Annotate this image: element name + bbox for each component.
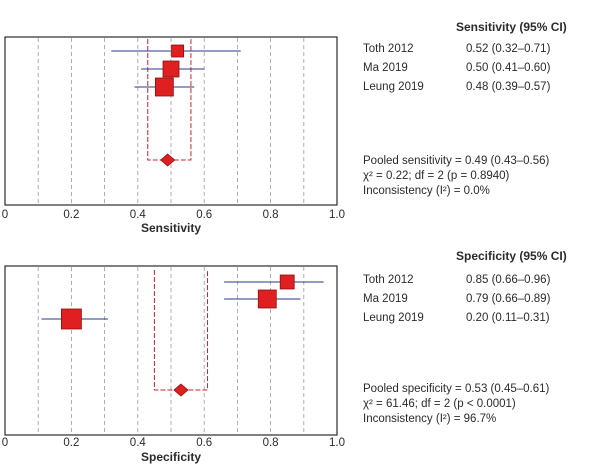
table-row: Toth 2012 0.52 (0.32–0.71)	[363, 43, 593, 61]
sensitivity-study-marker	[154, 77, 174, 97]
pooled-estimate-line: Pooled sensitivity = 0.49 (0.43–0.56)	[363, 155, 550, 167]
sensitivity-study-marker	[171, 44, 185, 58]
sensitivity-pooled-ci-band	[147, 39, 192, 161]
sensitivity-x-tick-label: 0.4	[129, 209, 146, 221]
sensitivity-study-marker	[162, 60, 180, 78]
study-name: Toth 2012	[363, 43, 414, 55]
sensitivity-x-tick-label: 0	[1, 209, 9, 221]
specificity-x-tick-label: 0	[1, 437, 9, 449]
study-name: Ma 2019	[363, 62, 408, 74]
inconsistency-line: Inconsistency (I²) = 96.7%	[363, 413, 497, 425]
specificity-study-marker	[61, 308, 82, 330]
study-name: Ma 2019	[363, 293, 408, 305]
heterogeneity-line: χ² = 61.46; df = 2 (p < 0.0001)	[363, 398, 516, 410]
study-estimate: 0.85 (0.66–0.96)	[466, 274, 551, 286]
specificity-x-tick-label: 1.0	[329, 437, 345, 449]
specificity-x-tick-label: 0.8	[262, 437, 279, 449]
table-row: Ma 2019 0.50 (0.41–0.60)	[363, 62, 593, 80]
table-row: Toth 2012 0.85 (0.66–0.96)	[363, 274, 593, 292]
inconsistency-line: Inconsistency (I²) = 0.0%	[363, 185, 490, 197]
table-row: Leung 2019 0.48 (0.39–0.57)	[363, 81, 593, 99]
study-estimate: 0.79 (0.66–0.89)	[466, 293, 551, 305]
specificity-plot-frame	[4, 265, 338, 436]
sensitivity-pooled-summary: Pooled sensitivity = 0.49 (0.43–0.56) χ²…	[363, 154, 549, 199]
sensitivity-x-axis-label: Sensitivity	[140, 221, 202, 235]
specificity-x-tick-label: 0.6	[196, 437, 213, 449]
sensitivity-column-header: Sensitivity (95% CI)	[456, 20, 567, 34]
study-name: Leung 2019	[363, 81, 424, 93]
study-estimate: 0.50 (0.41–0.60)	[466, 62, 551, 74]
specificity-x-tick-label: 0.4	[129, 437, 146, 449]
specificity-study-marker	[257, 289, 277, 309]
sensitivity-x-tick-label: 1.0	[329, 209, 345, 221]
specificity-pooled-summary: Pooled specificity = 0.53 (0.45–0.61) χ²…	[363, 382, 549, 427]
study-estimate: 0.48 (0.39–0.57)	[466, 81, 551, 93]
specificity-column-header: Specificity (95% CI)	[456, 249, 567, 263]
study-name: Leung 2019	[363, 312, 424, 324]
specificity-x-tick-label: 0.2	[63, 437, 80, 449]
specificity-pooled-ci-band	[153, 270, 209, 391]
sensitivity-x-tick-label: 0.8	[262, 209, 279, 221]
pooled-estimate-line: Pooled specificity = 0.53 (0.45–0.61)	[363, 383, 550, 395]
study-name: Toth 2012	[363, 274, 414, 286]
sensitivity-x-tick-label: 0.6	[196, 209, 213, 221]
specificity-study-marker	[279, 274, 295, 290]
sensitivity-x-tick-label: 0.2	[63, 209, 80, 221]
table-row: Leung 2019 0.20 (0.11–0.31)	[363, 312, 593, 330]
heterogeneity-line: χ² = 0.22; df = 2 (p = 0.8940)	[363, 170, 510, 182]
study-estimate: 0.20 (0.11–0.31)	[466, 312, 550, 324]
specificity-x-axis-label: Specificity	[140, 450, 202, 464]
sensitivity-plot-frame	[4, 36, 338, 206]
study-estimate: 0.52 (0.32–0.71)	[466, 43, 551, 55]
sensitivity-pooled-diamond	[160, 153, 176, 167]
table-row: Ma 2019 0.79 (0.66–0.89)	[363, 293, 593, 311]
specificity-pooled-diamond	[173, 383, 189, 397]
